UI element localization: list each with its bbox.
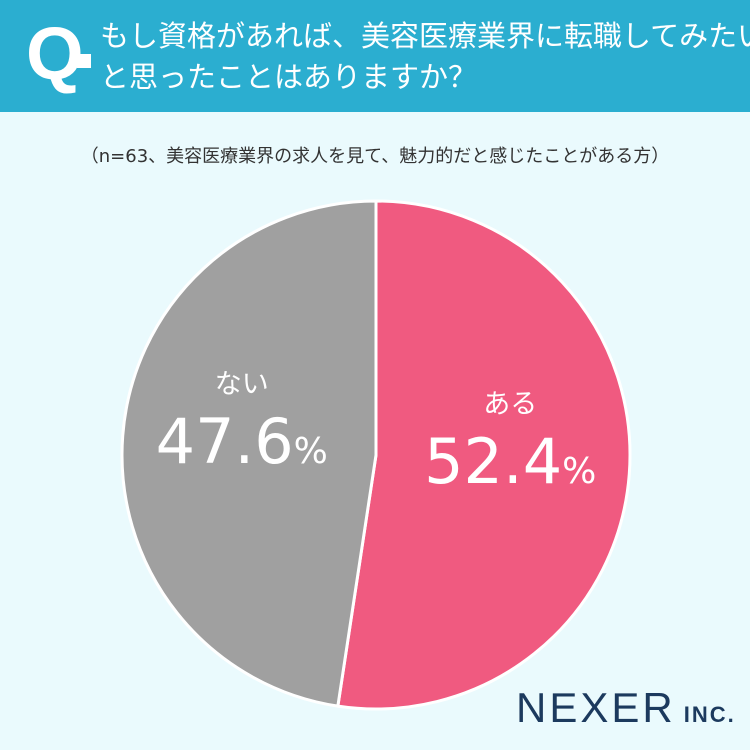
- question-line-2: と思ったことはありますか？: [100, 60, 478, 94]
- pie-slice-2: [120, 199, 378, 708]
- q-mark: Q: [26, 12, 84, 95]
- sample-note: （n=63、美容医療業界の求人を見て、魅力的だと感じたことがある方）: [80, 146, 670, 167]
- slice-category-label-1: ある: [483, 389, 537, 420]
- logo-sub: INC.: [683, 702, 736, 727]
- pie-slice-1: [336, 199, 632, 711]
- slice-value-label-1: 52.4%: [424, 425, 596, 498]
- slice-value-label-2: 47.6%: [156, 405, 328, 478]
- question-line-1: もし資格があれば、美容医療業界に転職してみたい: [100, 19, 750, 53]
- slice-category-label-2: ない: [215, 369, 269, 400]
- logo-main: NEXER: [516, 684, 676, 731]
- question-banner: Q もし資格があれば、美容医療業界に転職してみたい と思ったことはありますか？: [0, 0, 750, 112]
- company-logo: NEXER INC.: [516, 684, 736, 732]
- q-dot: [77, 54, 91, 68]
- question-text: もし資格があれば、美容医療業界に転職してみたい と思ったことはありますか？: [100, 16, 750, 98]
